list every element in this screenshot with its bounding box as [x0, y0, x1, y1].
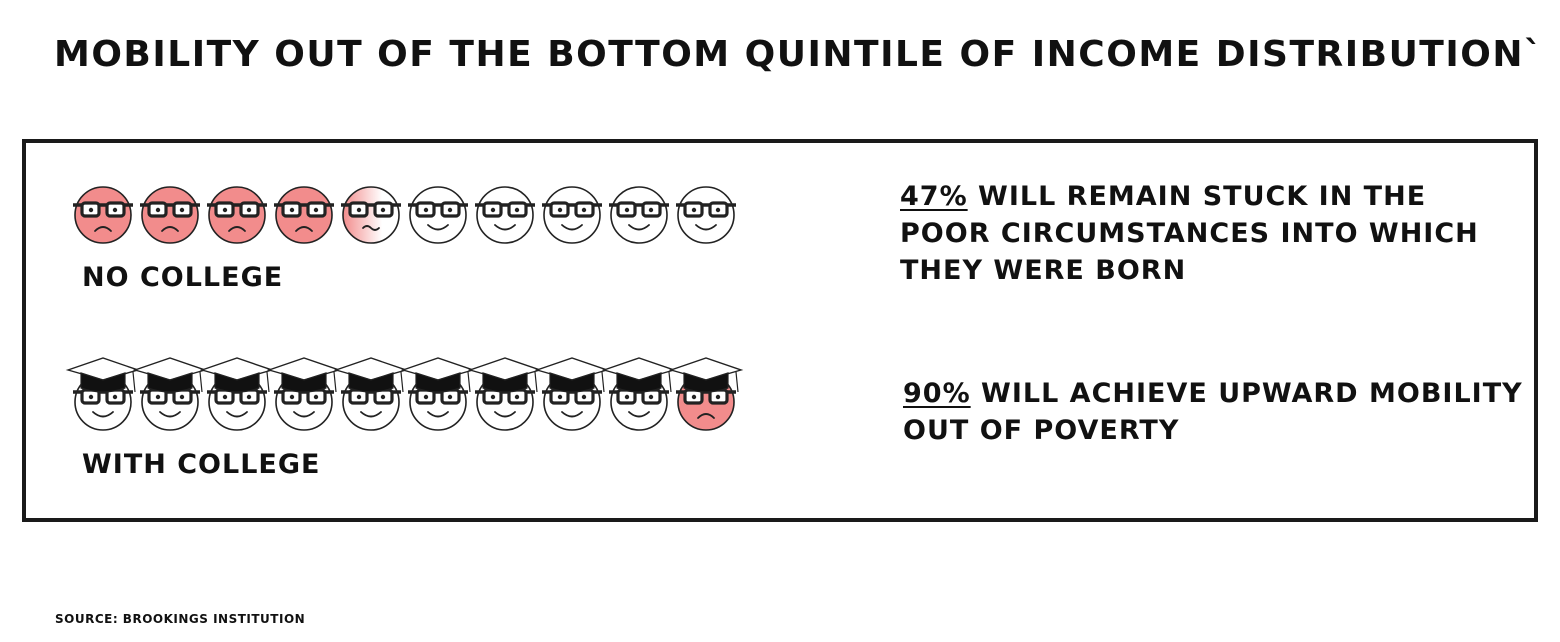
face-happy	[65, 357, 141, 431]
face-sad	[207, 186, 267, 244]
face-happy	[475, 186, 535, 244]
face-sad	[668, 357, 744, 431]
graduation-cap-icon	[132, 357, 208, 393]
with-college-label: WITH COLLEGE	[82, 449, 321, 480]
face-sad	[73, 186, 133, 244]
no-college-label: NO COLLEGE	[82, 262, 284, 293]
no-college-stat: 47% WILL REMAIN STUCK IN THE POOR CIRCUM…	[900, 178, 1520, 289]
face-happy	[542, 186, 602, 244]
with-college-face-row	[65, 357, 744, 431]
face-happy	[132, 357, 208, 431]
face-happy	[199, 357, 275, 431]
face-happy	[467, 357, 543, 431]
graduation-cap-icon	[65, 357, 141, 393]
with-college-stat: 90% WILL ACHIEVE UPWARD MOBILITY OUT OF …	[903, 375, 1523, 449]
no-college-stat-text: WILL REMAIN STUCK IN THE POOR CIRCUMSTAN…	[900, 181, 1479, 286]
source-note: SOURCE: BROOKINGS INSTITUTION	[55, 612, 306, 626]
graduation-cap-icon	[400, 357, 476, 393]
face-sad	[140, 186, 200, 244]
with-college-stat-text: WILL ACHIEVE UPWARD MOBILITY OUT OF POVE…	[903, 378, 1523, 446]
face-happy	[266, 357, 342, 431]
graduation-cap-icon	[668, 357, 744, 393]
face-happy	[408, 186, 468, 244]
face-partial	[341, 186, 401, 244]
no-college-face-row	[73, 186, 736, 244]
face-happy	[609, 186, 669, 244]
chart-frame	[22, 139, 1538, 522]
face-happy	[676, 186, 736, 244]
face-happy	[534, 357, 610, 431]
chart-title: MOBILITY OUT OF THE BOTTOM QUINTILE OF I…	[54, 34, 1544, 75]
face-sad	[274, 186, 334, 244]
graduation-cap-icon	[199, 357, 275, 393]
face-happy	[400, 357, 476, 431]
with-college-stat-value: 90%	[903, 378, 971, 409]
graduation-cap-icon	[333, 357, 409, 393]
face-happy	[333, 357, 409, 431]
face-happy	[601, 357, 677, 431]
no-college-stat-value: 47%	[900, 181, 968, 212]
